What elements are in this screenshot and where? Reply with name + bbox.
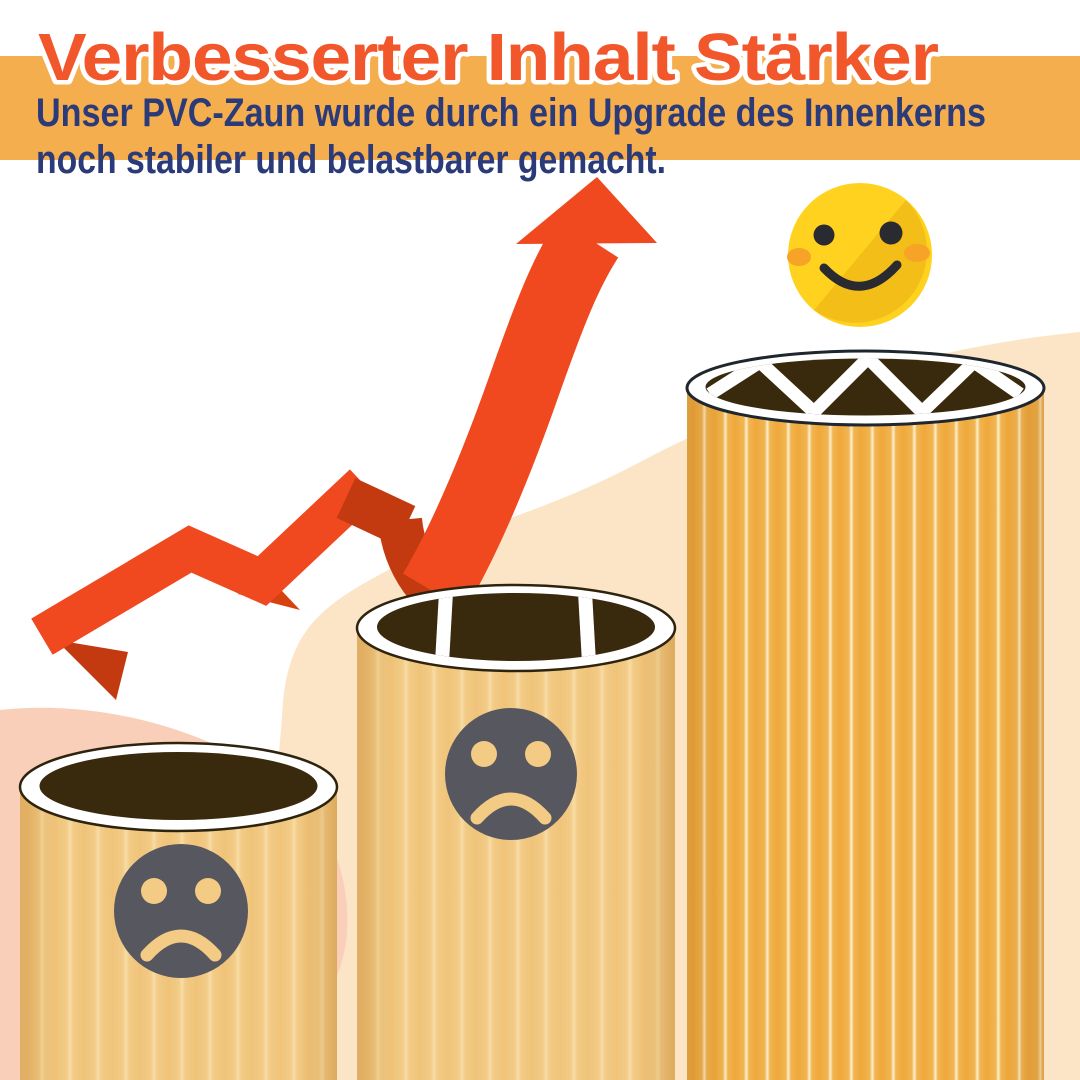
fence-post-medium-partial — [355, 583, 677, 1080]
fence-post-tall-reinforced — [685, 349, 1046, 1080]
subtitle-line-2: noch stabiler und belastbarer gemacht. — [36, 138, 666, 182]
sad-face-circle — [445, 708, 577, 840]
sad-face-icon — [445, 708, 577, 840]
happy-eye-right — [879, 221, 903, 245]
happy-cheek-right — [904, 244, 930, 262]
sad-eye-left — [141, 878, 167, 904]
sad-eye-left — [471, 741, 497, 767]
post-hollow-core — [39, 752, 318, 820]
arrow-tail-fold — [56, 640, 128, 700]
sad-face-circle — [114, 844, 248, 978]
arrow-zigzag-segment — [31, 469, 379, 655]
post-core-opening — [705, 358, 1026, 416]
core-rib-right — [578, 593, 596, 661]
sad-face-icon — [114, 844, 248, 978]
sad-eye-right — [525, 741, 551, 767]
arrow-head — [516, 177, 657, 244]
post-core-opening — [377, 593, 655, 661]
post-body-shading — [687, 388, 1044, 1080]
happy-mouth — [819, 260, 902, 291]
sad-eye-right — [195, 878, 221, 904]
header-banner — [0, 56, 1080, 160]
fence-post-short-hollow — [18, 741, 339, 1080]
happy-cheek-left — [787, 248, 811, 266]
sad-mouth — [140, 929, 222, 962]
core-rib-left — [435, 593, 453, 661]
post-core-ribs — [435, 593, 596, 661]
sad-mouth — [470, 792, 552, 825]
happy-eye-left — [813, 224, 835, 246]
post-body-shading — [357, 628, 675, 1080]
growth-arrow-icon — [31, 177, 657, 700]
happy-face-icon — [787, 183, 932, 327]
subtitle-line-1: Unser PVC-Zaun wurde durch ein Upgrade d… — [36, 91, 986, 135]
arrow-sweep-shaft — [402, 218, 619, 611]
page-title: Verbesserter Inhalt Stärker — [38, 20, 939, 95]
